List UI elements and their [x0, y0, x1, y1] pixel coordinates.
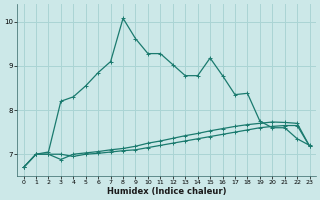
X-axis label: Humidex (Indice chaleur): Humidex (Indice chaleur) — [107, 187, 226, 196]
